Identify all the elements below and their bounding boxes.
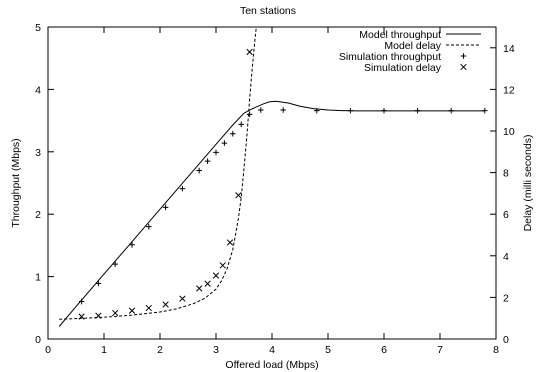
simulation-delay-point — [219, 262, 226, 269]
chart-title: Ten stations — [240, 5, 296, 17]
y2-tick-label: 10 — [503, 126, 515, 138]
simulation-throughput-point — [95, 280, 102, 287]
simulation-delay-point — [95, 312, 102, 319]
x-tick-label: 5 — [325, 344, 331, 356]
legend-label-model-delay: Model delay — [384, 40, 441, 52]
simulation-throughput-point — [482, 107, 488, 114]
y-tick-label: 3 — [35, 147, 41, 159]
x-tick-label: 1 — [101, 344, 107, 356]
simulation-delay-point — [196, 285, 203, 292]
x-tick-label: 7 — [437, 344, 443, 356]
y2-tick-label: 14 — [503, 43, 515, 55]
simulation-throughput-point — [129, 241, 135, 248]
model-delay-line — [59, 27, 257, 320]
y-tick-label: 2 — [35, 209, 41, 221]
simulation-throughput-point — [196, 167, 202, 174]
y2-tick-label: 8 — [503, 168, 509, 180]
x-tick-label: 4 — [269, 344, 275, 356]
y2-tick-label: 2 — [503, 292, 509, 304]
simulation-delay-point — [235, 192, 242, 199]
simulation-delay-point — [246, 48, 253, 56]
simulation-throughput-point — [230, 130, 236, 137]
x-tick-label: 0 — [45, 344, 51, 356]
x-axis-label: Offered load (Mbps) — [225, 359, 318, 371]
simulation-throughput-point — [347, 107, 354, 114]
plot-area — [58, 27, 488, 327]
simulation-throughput-point — [112, 261, 118, 267]
legend-swatch-simulation-delay — [460, 63, 467, 71]
y2-tick-label: 6 — [503, 209, 509, 221]
simulation-delay-point — [112, 309, 119, 317]
simulation-throughput-point — [246, 111, 253, 118]
simulation-throughput-point — [381, 107, 387, 114]
legend-label-simulation-throughput: Simulation throughput — [339, 51, 441, 63]
simulation-throughput-point — [314, 107, 320, 114]
simulation-throughput-point — [448, 107, 454, 114]
legend-label-simulation-delay: Simulation delay — [364, 62, 442, 74]
simulation-delay-point — [226, 239, 234, 246]
simulation-throughput-point — [204, 158, 211, 164]
y-tick-label: 1 — [35, 272, 41, 284]
legend-swatch-simulation-throughput — [460, 53, 467, 59]
simulation-throughput-point — [162, 204, 169, 211]
x-tick-label: 8 — [493, 344, 499, 356]
y2-tick-label: 0 — [503, 334, 509, 346]
x-tick-label: 6 — [381, 344, 387, 356]
simulation-throughput-point — [414, 107, 421, 114]
y2-tick-label: 4 — [503, 251, 509, 263]
simulation-throughput-point — [258, 107, 264, 113]
simulation-throughput-point — [280, 107, 286, 113]
simulation-delay-point — [128, 307, 136, 314]
y-tick-label: 4 — [35, 84, 41, 96]
y-tick-label: 0 — [35, 334, 41, 346]
series-group — [58, 27, 488, 327]
x-tick-label: 3 — [213, 344, 219, 356]
simulation-throughput-point — [213, 149, 219, 156]
simulation-delay-point — [204, 280, 211, 287]
simulation-delay-point — [78, 313, 85, 320]
simulation-throughput-point — [238, 121, 244, 128]
y2-axis-label: Delay (milli seconds) — [522, 135, 534, 232]
x-tick-label: 2 — [157, 344, 163, 356]
y2-tick-label: 12 — [503, 84, 515, 96]
simulation-delay-point — [145, 304, 152, 312]
simulation-throughput-point — [221, 140, 228, 146]
simulation-delay-point — [212, 272, 220, 279]
simulation-throughput-point — [179, 185, 186, 192]
simulation-throughput-point — [78, 298, 85, 305]
y-tick-label: 5 — [35, 22, 41, 34]
simulation-delay-point — [162, 301, 169, 308]
y-axis-label: Throughput (Mbps) — [10, 138, 22, 227]
model-throughput-line — [58, 100, 485, 327]
legend-label-model-throughput: Model throughput — [359, 29, 441, 41]
simulation-delay-point — [179, 295, 186, 302]
simulation-throughput-point — [146, 223, 152, 230]
